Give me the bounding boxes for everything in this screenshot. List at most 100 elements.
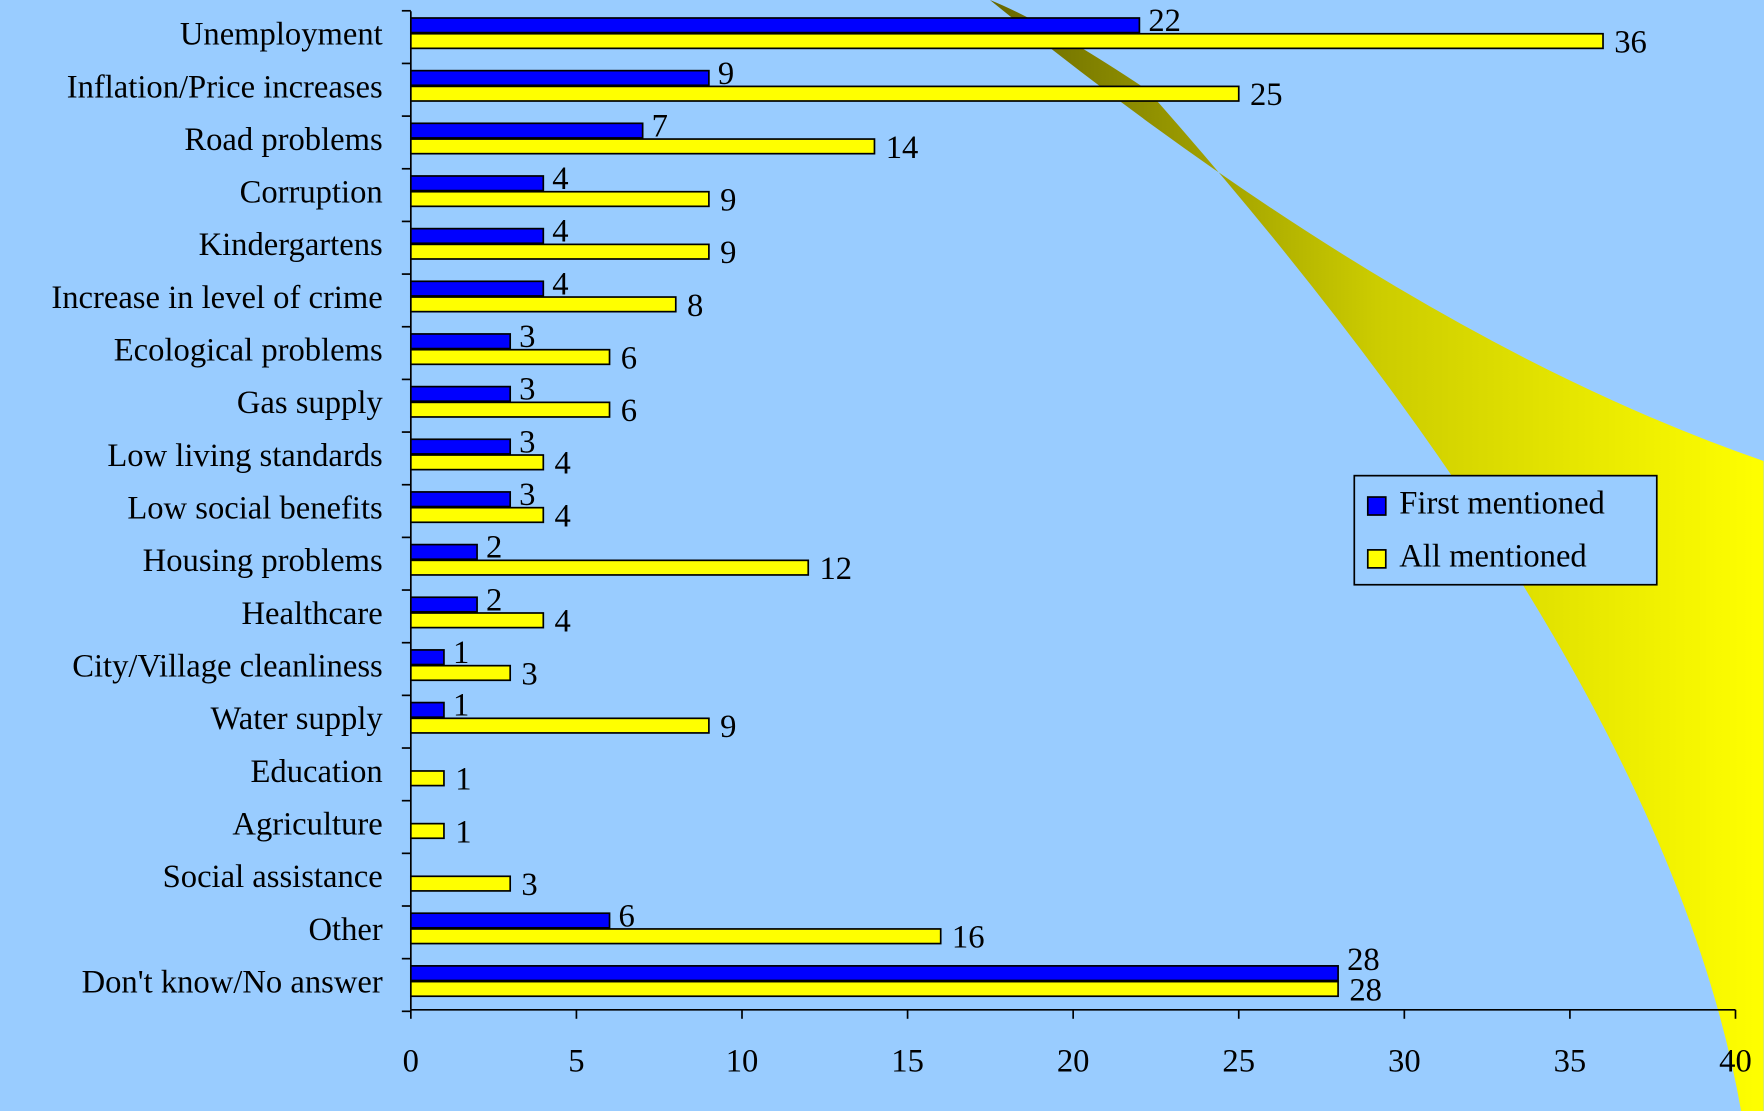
value-label: 4 (555, 446, 571, 482)
bar (409, 454, 545, 471)
legend-label: All mentioned (1399, 538, 1586, 574)
x-tick-label: 5 (568, 1043, 584, 1079)
y-tick-label: Road problems (184, 122, 382, 158)
bar (409, 912, 611, 929)
value-label: 3 (521, 867, 537, 903)
value-label: 3 (519, 477, 535, 513)
value-label: 2 (486, 582, 502, 618)
legend-box (1353, 474, 1658, 586)
value-label: 3 (519, 372, 535, 408)
y-tick-label: Water supply (211, 701, 384, 737)
value-label: 9 (720, 182, 736, 218)
bar (409, 280, 545, 297)
y-tick-label: City/Village cleanliness (72, 649, 382, 685)
y-tick-label: Healthcare (242, 596, 383, 632)
y-tick-label: Don't know/No answer (82, 964, 383, 1000)
bar (409, 543, 478, 561)
bar (409, 928, 942, 945)
value-label: 28 (1347, 942, 1380, 978)
value-label: 9 (718, 56, 734, 92)
bar (409, 664, 512, 682)
y-tick-label: Gas supply (237, 385, 384, 421)
y-tick-label: Unemployment (180, 17, 383, 53)
bar (409, 122, 644, 139)
x-tick-label: 40 (1719, 1043, 1752, 1079)
value-label: 14 (886, 130, 919, 166)
value-label: 1 (455, 762, 471, 798)
bar (409, 965, 1339, 982)
x-tick-label: 0 (403, 1043, 419, 1079)
y-tick-label: Ecological problems (114, 333, 383, 369)
legend-label: First mentioned (1399, 486, 1605, 522)
value-label: 4 (552, 161, 568, 197)
y-tick-label: Education (251, 754, 383, 790)
bar (409, 138, 876, 155)
bar (409, 559, 810, 576)
value-label: 1 (455, 814, 471, 850)
bar (409, 17, 1141, 34)
bar (409, 296, 677, 313)
value-label: 4 (555, 604, 571, 640)
bar (409, 770, 445, 787)
y-tick-label: Other (308, 912, 382, 948)
x-tick-label: 30 (1388, 1043, 1421, 1079)
bar (409, 69, 710, 87)
x-tick-label: 20 (1057, 1043, 1090, 1079)
bar (409, 980, 1339, 998)
y-tick-label: Inflation/Price increases (67, 69, 383, 105)
legend-swatch (1366, 549, 1387, 569)
y-tick-label: Corruption (240, 175, 383, 211)
y-tick-label: Low social benefits (127, 491, 382, 527)
bar (409, 385, 512, 403)
bar (409, 85, 1240, 102)
y-tick-label: Increase in level of crime (51, 280, 382, 316)
bar (409, 596, 478, 613)
bar (409, 32, 1604, 50)
value-label: 1 (453, 688, 469, 724)
bar (409, 190, 710, 208)
value-label: 36 (1614, 24, 1647, 60)
bar (409, 333, 512, 350)
value-label: 9 (720, 235, 736, 271)
value-label: 28 (1349, 972, 1382, 1008)
bar (409, 649, 445, 666)
y-tick-label: Agriculture (232, 806, 382, 842)
bar (409, 438, 512, 455)
y-tick-label: Housing problems (143, 543, 383, 579)
value-label: 9 (720, 709, 736, 745)
value-label: 3 (521, 656, 537, 692)
value-label: 3 (519, 319, 535, 355)
value-label: 4 (552, 266, 568, 302)
bar (409, 506, 545, 524)
value-label: 25 (1250, 77, 1283, 113)
y-tick-label: Kindergartens (199, 227, 383, 263)
bar (409, 227, 545, 245)
bar (409, 401, 611, 418)
bar (409, 175, 545, 192)
value-label: 2 (486, 530, 502, 566)
x-tick-label: 10 (726, 1043, 759, 1079)
value-label: 16 (952, 920, 985, 956)
value-label: 6 (621, 393, 637, 429)
bar (409, 612, 545, 629)
value-label: 3 (519, 424, 535, 460)
bar (409, 243, 710, 260)
value-label: 4 (552, 214, 568, 250)
bar (409, 875, 512, 892)
bar (409, 717, 710, 734)
value-label: 8 (687, 288, 703, 324)
y-tick-label: Low living standards (107, 438, 382, 474)
value-label: 7 (652, 108, 668, 144)
value-label: 6 (619, 898, 635, 934)
x-tick-label: 15 (891, 1043, 924, 1079)
bar (409, 822, 445, 840)
bar (409, 701, 445, 719)
value-label: 6 (621, 340, 637, 376)
value-label: 4 (555, 498, 571, 534)
value-label: 12 (819, 551, 852, 587)
y-tick-label: Social assistance (163, 859, 383, 895)
bar (409, 491, 512, 508)
value-label: 1 (453, 635, 469, 671)
